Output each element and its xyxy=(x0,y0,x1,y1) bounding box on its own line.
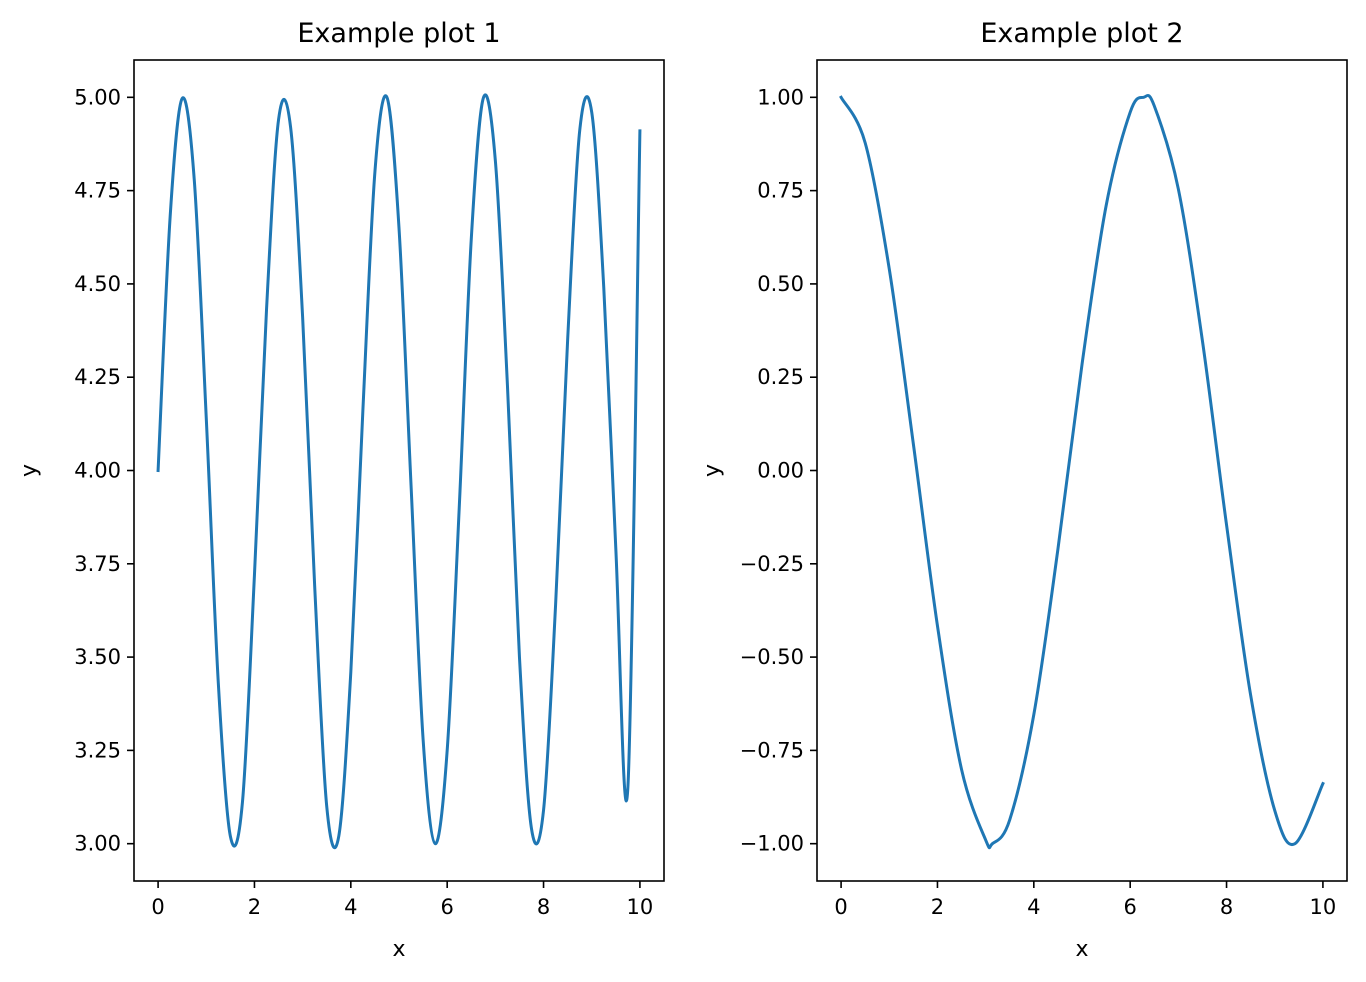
x-tick-label: 6 xyxy=(440,895,453,919)
x-tick-label: 10 xyxy=(1310,895,1337,919)
y-tick-label: 4.75 xyxy=(74,179,121,203)
axes-frame xyxy=(816,59,1348,882)
chart-title: Example plot 2 xyxy=(980,18,1183,49)
y-tick-label: 0.50 xyxy=(757,272,804,296)
subplot-2: Example plot 2 x y 0 2 4 6 8 10 −1.00 −0.75 −0.5… xyxy=(700,18,1348,962)
y-tick-label: −0.50 xyxy=(740,645,804,669)
y-tick-label: 1.00 xyxy=(757,85,804,109)
y-tick-label: 4.00 xyxy=(74,459,121,483)
x-tick-label: 0 xyxy=(834,895,847,919)
x-tick-label: 2 xyxy=(931,895,944,919)
x-tick-label: 0 xyxy=(151,895,164,919)
y-tick-label: −0.25 xyxy=(740,552,804,576)
y-tick-label: −1.00 xyxy=(740,832,804,856)
x-tick-label: 8 xyxy=(1220,895,1233,919)
x-tick-label: 10 xyxy=(627,895,654,919)
x-axis-label: x xyxy=(1075,937,1088,962)
subplot-1: Example plot 1 x y 0 2 4 6 8 10 3.00 3.25 3.50 3.… xyxy=(17,18,665,962)
y-tick-label: −0.75 xyxy=(740,738,804,762)
series-line xyxy=(156,93,642,850)
x-tick-label: 4 xyxy=(344,895,357,919)
x-axis-label: x xyxy=(392,937,405,962)
y-tick-label: 3.75 xyxy=(74,552,121,576)
y-tick-label: 0.75 xyxy=(757,179,804,203)
y-tick-label: 4.50 xyxy=(74,272,121,296)
x-tick-label: 6 xyxy=(1123,895,1136,919)
y-tick-label: 3.50 xyxy=(74,645,121,669)
y-tick-label: 3.25 xyxy=(74,738,121,762)
y-tick-label: 3.00 xyxy=(74,832,121,856)
x-tick-label: 4 xyxy=(1027,895,1040,919)
y-tick-label: 4.25 xyxy=(74,365,121,389)
ticks-group: 0 2 4 6 8 10 −1.00 −0.75 −0.50 −0.25 0.00 0.25 0.50 0… xyxy=(740,85,1337,919)
y-tick-label: 0.25 xyxy=(757,365,804,389)
x-tick-label: 2 xyxy=(248,895,261,919)
x-tick-label: 8 xyxy=(537,895,550,919)
y-axis-label: y xyxy=(700,464,725,477)
y-axis-label: y xyxy=(17,464,42,477)
ticks-group: 0 2 4 6 8 10 3.00 3.25 3.50 3.75 4.00 4.25 4.50 4.75 5… xyxy=(74,85,653,919)
y-tick-label: 0.00 xyxy=(757,459,804,483)
chart-title: Example plot 1 xyxy=(297,18,500,49)
series-line xyxy=(839,93,1325,850)
axes-frame xyxy=(133,59,665,882)
y-tick-label: 5.00 xyxy=(74,85,121,109)
